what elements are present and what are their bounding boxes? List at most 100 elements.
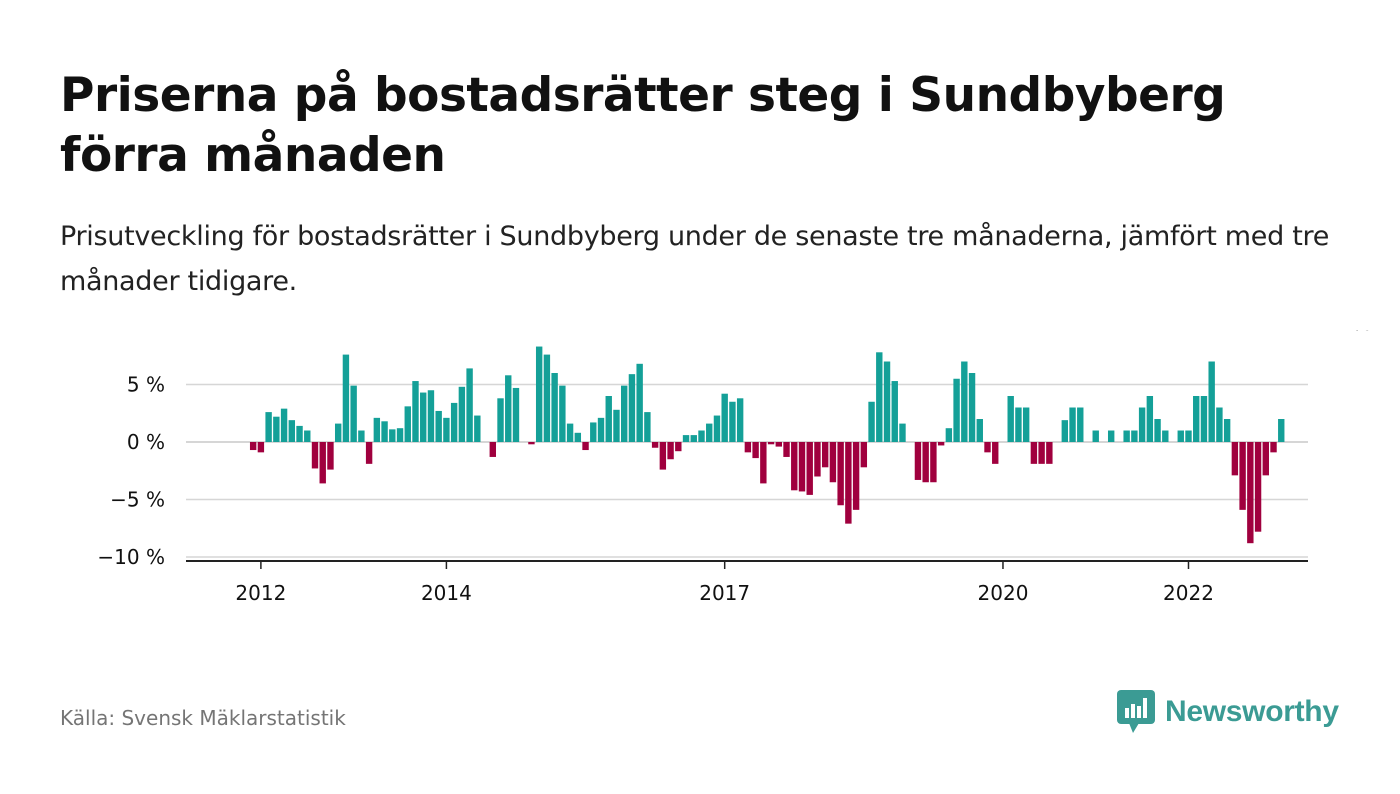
- bar: [334, 423, 342, 442]
- bar: [489, 442, 496, 457]
- labels: 5 % 0 % −5 % −10 % 2012 2014 2017 2020 2022 2 %: [97, 330, 1371, 605]
- bar: [1262, 442, 1269, 476]
- bar: [1107, 430, 1115, 442]
- bar: [458, 386, 466, 442]
- bar: [1138, 407, 1146, 442]
- bar: [791, 442, 798, 491]
- bars: [249, 346, 1285, 544]
- bar: [1007, 396, 1014, 442]
- bar: [543, 354, 551, 442]
- bar: [443, 417, 450, 442]
- bar: [342, 354, 350, 442]
- bar: [682, 435, 690, 442]
- bar: [992, 442, 999, 464]
- bar: [582, 442, 589, 451]
- bar: [1154, 419, 1161, 442]
- bar: [1239, 442, 1246, 510]
- bar: [968, 373, 976, 442]
- bar: [1123, 430, 1130, 442]
- bar: [280, 408, 288, 442]
- bar: [876, 352, 883, 442]
- bar: [1254, 442, 1262, 532]
- bar: [744, 442, 752, 453]
- newsworthy-logo-icon: [1117, 690, 1155, 733]
- x-tick-label: 2022: [1163, 581, 1214, 605]
- bar: [304, 430, 311, 442]
- bar: [945, 428, 953, 442]
- bar: [798, 442, 806, 492]
- bar: [914, 442, 922, 480]
- bar: [775, 442, 782, 447]
- bar: [659, 442, 667, 470]
- bar: [698, 430, 705, 442]
- bar: [396, 428, 404, 442]
- bar: [690, 435, 697, 442]
- bar: [628, 374, 636, 442]
- bar: [767, 442, 775, 445]
- bar: [566, 423, 574, 442]
- brand-name: Newsworthy: [1165, 695, 1339, 728]
- source-note: Källa: Svensk Mäklarstatistik: [60, 706, 346, 730]
- bar: [1185, 430, 1192, 442]
- bar: [636, 363, 643, 442]
- bar: [420, 392, 427, 442]
- bar: [273, 416, 280, 442]
- newsworthy-logo[interactable]: Newsworthy: [1117, 690, 1339, 734]
- bar: [1061, 420, 1069, 442]
- bar: [512, 387, 520, 442]
- bar: [922, 442, 929, 483]
- bar: [257, 442, 265, 453]
- bar: [590, 422, 597, 442]
- bar: [1131, 430, 1138, 442]
- bar: [412, 381, 419, 442]
- bar: [1247, 442, 1254, 544]
- bar: [597, 417, 605, 442]
- bar: [528, 442, 535, 445]
- bar: [961, 361, 968, 442]
- bar: [1278, 419, 1285, 442]
- x-tick-label: 2017: [699, 581, 750, 605]
- bar-chart: 5 % 0 % −5 % −10 % 2012 2014 2017 2020 2022 2 %: [97, 330, 1371, 605]
- bar: [358, 430, 365, 442]
- bar: [365, 442, 373, 464]
- bar: [760, 442, 767, 484]
- bar: [249, 442, 257, 451]
- bar: [675, 442, 682, 452]
- bar: [953, 378, 960, 442]
- bar: [930, 442, 937, 483]
- bar: [976, 419, 983, 442]
- bar: [814, 442, 821, 477]
- bar: [559, 385, 566, 442]
- chart-subtitle: Prisutveckling för bostadsrätter i Sundb…: [60, 221, 1330, 297]
- bar: [435, 410, 442, 442]
- bar: [721, 393, 728, 442]
- bar: [644, 412, 651, 442]
- bar: [1146, 396, 1154, 442]
- bar: [783, 442, 790, 457]
- bar: [621, 385, 628, 442]
- bar: [937, 442, 945, 446]
- bar: [821, 442, 829, 468]
- gridlines: [186, 383, 1308, 558]
- bar: [505, 375, 512, 442]
- latest-value-label: 2 %: [1332, 330, 1372, 335]
- bar: [474, 415, 481, 442]
- bar: [613, 409, 620, 442]
- bar: [713, 415, 721, 442]
- bar: [899, 423, 906, 442]
- bar: [450, 402, 458, 442]
- bar: [1069, 407, 1076, 442]
- bar: [466, 368, 473, 442]
- bar: [574, 432, 582, 442]
- bar: [350, 385, 357, 442]
- bar: [1270, 442, 1277, 453]
- bar: [984, 442, 991, 453]
- bar: [860, 442, 868, 468]
- bar: [605, 396, 612, 442]
- bar: [389, 429, 396, 442]
- bar: [1208, 361, 1215, 442]
- bar: [752, 442, 759, 459]
- bar: [1092, 430, 1099, 442]
- bar: [1015, 407, 1022, 442]
- bar: [837, 442, 844, 506]
